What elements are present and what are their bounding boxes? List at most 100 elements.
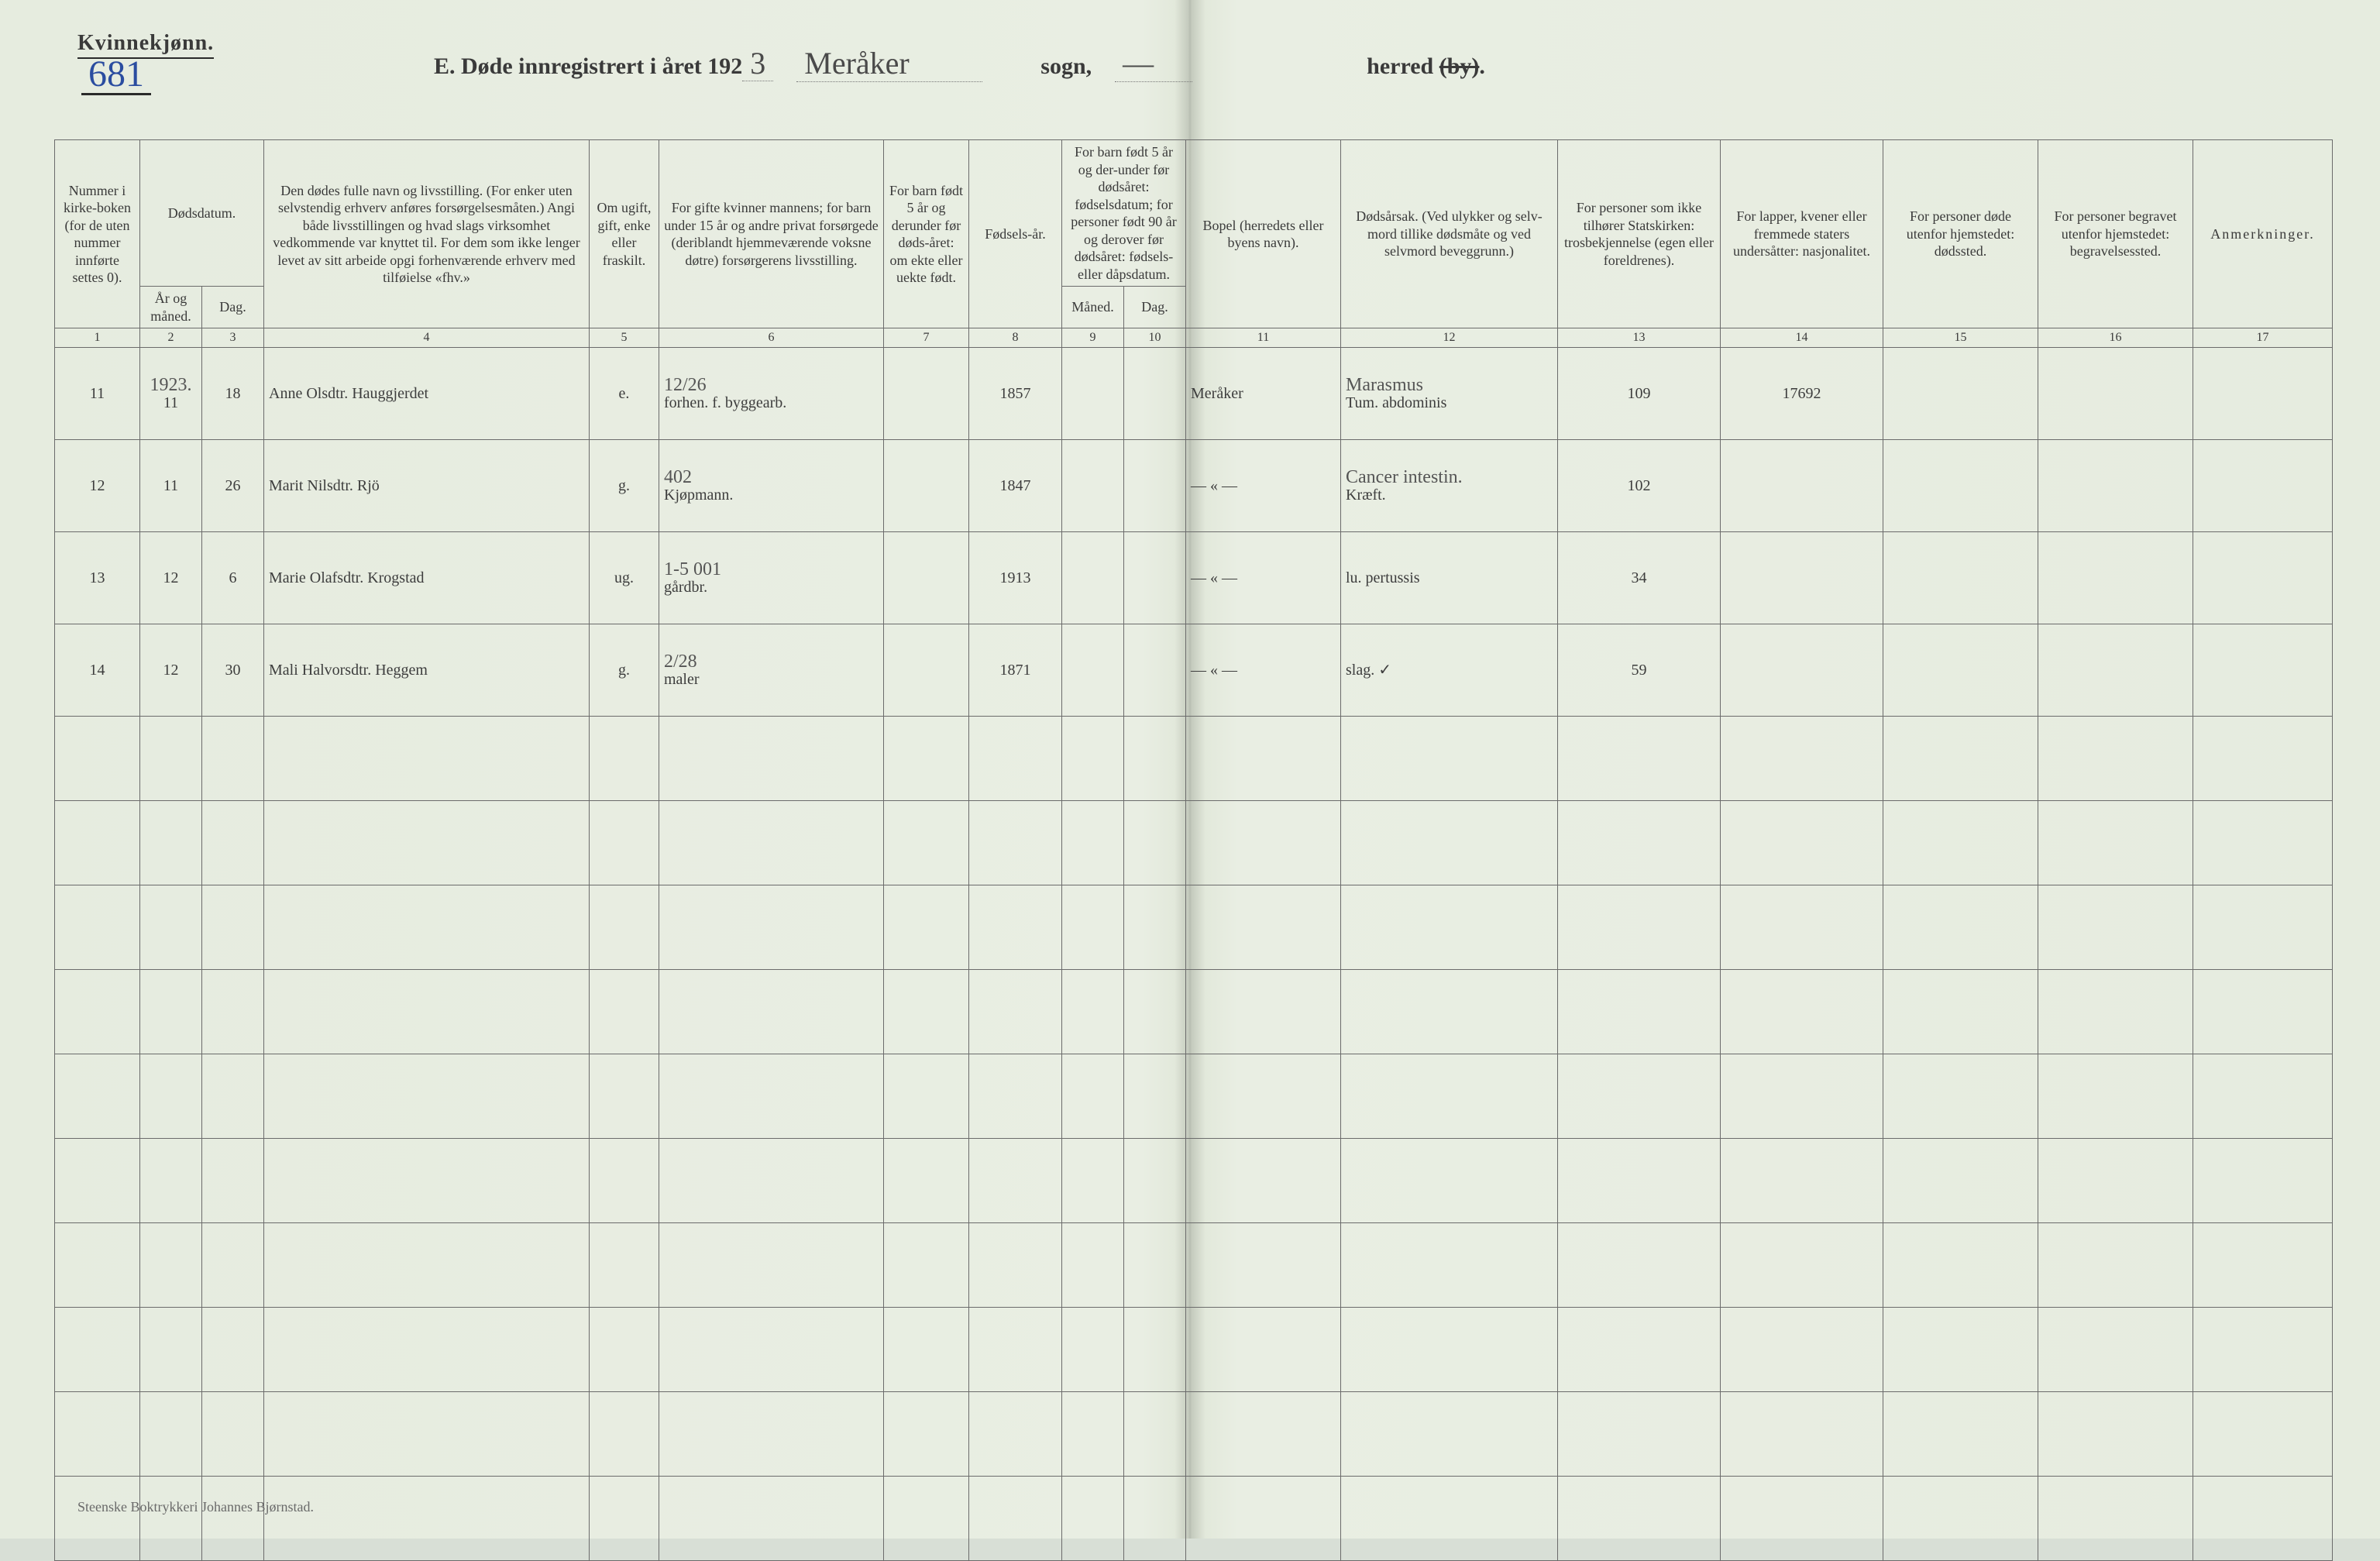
col-header-2a: År og måned. — [140, 287, 202, 328]
cell-col14 — [1721, 532, 1883, 624]
cell-legit — [884, 532, 969, 624]
empty-cell — [1721, 1223, 1883, 1308]
empty-cell — [2038, 970, 2193, 1054]
column-number: 8 — [969, 328, 1062, 348]
empty-cell — [1341, 717, 1558, 801]
empty-cell — [1883, 1308, 2038, 1392]
empty-cell — [1186, 885, 1341, 970]
empty-cell — [1124, 1308, 1186, 1392]
empty-cell — [264, 1392, 590, 1477]
cell-birth-year: 1871 — [969, 624, 1062, 717]
cell-col15 — [1883, 440, 2038, 532]
col-header-1: Nummer i kirke-boken (for de uten nummer… — [55, 140, 140, 328]
empty-cell — [1124, 885, 1186, 970]
empty-cell — [1558, 1308, 1721, 1392]
empty-cell — [2038, 1054, 2193, 1139]
cell-col15 — [1883, 348, 2038, 440]
col-header-13-text: For personer som ikke tilhører Statskirk… — [1564, 200, 1714, 268]
cell-cause: slag. ✓ — [1341, 624, 1558, 717]
empty-cell — [659, 801, 884, 885]
cell-col14 — [1721, 624, 1883, 717]
table-row: 13126Marie Olafsdtr. Krogstadug.1-5 001g… — [55, 532, 2333, 624]
cell-provider: 1-5 001gårdbr. — [659, 532, 884, 624]
col-header-17: Anmerkninger. — [2193, 140, 2333, 328]
table-row: 141230Mali Halvorsdtr. Heggemg.2/28maler… — [55, 624, 2333, 717]
empty-cell — [1186, 717, 1341, 801]
column-number: 5 — [590, 328, 659, 348]
empty-cell — [590, 1139, 659, 1223]
empty-cell — [1341, 1139, 1558, 1223]
ledger-table: Nummer i kirke-boken (for de uten nummer… — [54, 139, 2333, 1561]
cell-col17 — [2193, 440, 2333, 532]
table-row-empty — [55, 1477, 2333, 1561]
empty-cell — [140, 717, 202, 801]
table-row-empty — [55, 1223, 2333, 1308]
cell-col13: 102 — [1558, 440, 1721, 532]
cell-day: 6 — [202, 532, 264, 624]
cell-col16 — [2038, 348, 2193, 440]
herred-label: herred (by). — [1367, 53, 1485, 79]
column-number: 16 — [2038, 328, 2193, 348]
empty-cell — [1558, 970, 1721, 1054]
empty-cell — [264, 801, 590, 885]
col-header-16: For personer begravet utenfor hjemstedet… — [2038, 140, 2193, 328]
empty-cell — [1186, 1477, 1341, 1561]
cell-birth-year: 1857 — [969, 348, 1062, 440]
cell-name: Marie Olafsdtr. Krogstad — [264, 532, 590, 624]
col-header-6: For gifte kvinner mannens; for barn unde… — [659, 140, 884, 328]
cell-birth-month — [1062, 532, 1124, 624]
empty-cell — [1062, 885, 1124, 970]
empty-cell — [590, 717, 659, 801]
empty-cell — [884, 1392, 969, 1477]
empty-cell — [202, 1477, 264, 1561]
column-number: 1 — [55, 328, 140, 348]
empty-cell — [659, 885, 884, 970]
col-header-8: Fødsels-år. — [969, 140, 1062, 328]
cell-col14: 17692 — [1721, 348, 1883, 440]
empty-cell — [590, 1223, 659, 1308]
empty-cell — [969, 1392, 1062, 1477]
empty-cell — [1558, 1139, 1721, 1223]
empty-cell — [1186, 801, 1341, 885]
cell-day: 26 — [202, 440, 264, 532]
empty-cell — [1062, 1477, 1124, 1561]
cell-col13: 109 — [1558, 348, 1721, 440]
empty-cell — [140, 1308, 202, 1392]
cell-residence: — « — — [1186, 440, 1341, 532]
empty-cell — [55, 970, 140, 1054]
empty-cell — [590, 1308, 659, 1392]
empty-cell — [1341, 1054, 1558, 1139]
cell-provider: 12/26forhen. f. byggearb. — [659, 348, 884, 440]
empty-cell — [2193, 1139, 2333, 1223]
column-number: 10 — [1124, 328, 1186, 348]
empty-cell — [1186, 1223, 1341, 1308]
empty-cell — [1721, 1054, 1883, 1139]
cell-col13: 34 — [1558, 532, 1721, 624]
parish-handwritten: Meråker — [796, 45, 982, 82]
empty-cell — [55, 1223, 140, 1308]
empty-cell — [202, 970, 264, 1054]
empty-cell — [264, 717, 590, 801]
empty-cell — [1558, 1392, 1721, 1477]
cell-status: ug. — [590, 532, 659, 624]
table-row: 121126Marit Nilsdtr. Rjög.402Kjøpmann.18… — [55, 440, 2333, 532]
empty-cell — [884, 1308, 969, 1392]
col-header-14: For lapper, kvener eller fremmede stater… — [1721, 140, 1883, 328]
column-number: 6 — [659, 328, 884, 348]
cell-residence: — « — — [1186, 624, 1341, 717]
empty-cell — [590, 1392, 659, 1477]
column-number: 11 — [1186, 328, 1341, 348]
empty-cell — [884, 717, 969, 801]
cell-col17 — [2193, 348, 2333, 440]
cell-year-month: 1923.11 — [140, 348, 202, 440]
table-row-empty — [55, 1392, 2333, 1477]
empty-cell — [1883, 801, 2038, 885]
empty-cell — [659, 1308, 884, 1392]
year-suffix: 3 — [742, 46, 773, 81]
empty-cell — [1124, 1392, 1186, 1477]
empty-cell — [884, 885, 969, 970]
empty-cell — [590, 970, 659, 1054]
column-number: 9 — [1062, 328, 1124, 348]
empty-cell — [969, 1139, 1062, 1223]
empty-cell — [140, 1223, 202, 1308]
